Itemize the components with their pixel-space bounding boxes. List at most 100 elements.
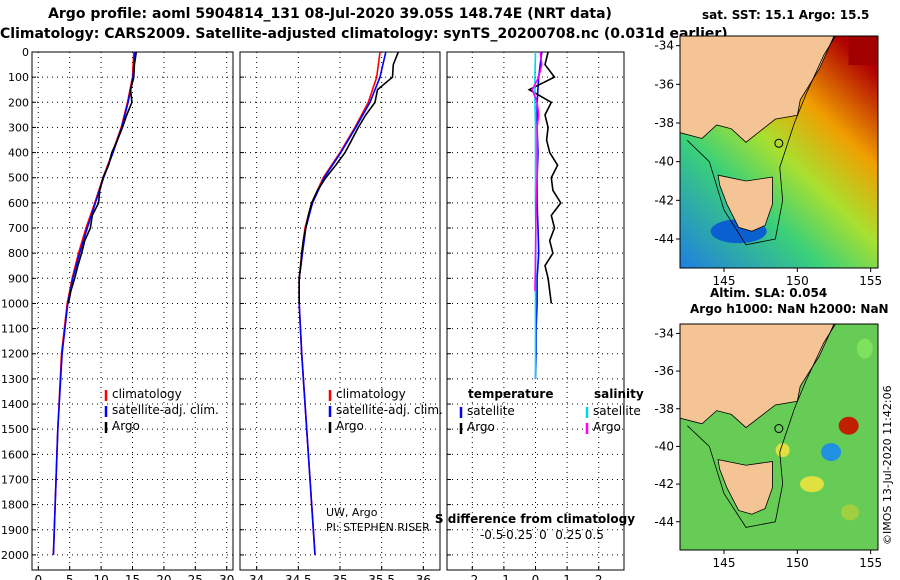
sst-lat-label: -36 — [654, 77, 674, 91]
temperature-xtick-label: 25 — [188, 573, 203, 580]
difference-xtick-label: 0 — [532, 573, 540, 580]
sla-map-title-line1: Altim. SLA: 0.054 — [710, 286, 828, 300]
temperature-legend-label: Argo — [112, 419, 140, 433]
depth-tick-label: 1200 — [1, 348, 29, 361]
sla-lat-label: -40 — [654, 439, 674, 453]
difference-series-temperature-argo — [527, 51, 562, 304]
temperature-xtick-label: 15 — [125, 573, 140, 580]
salinity-xtick-label: 34 — [249, 573, 264, 580]
sla-eddy — [856, 338, 873, 359]
salinity-legend-label: satellite-adj. clim. — [336, 403, 443, 417]
depth-tick-label: 600 — [8, 197, 29, 210]
sst-lon-label: 150 — [786, 274, 809, 288]
depth-tick-label: 700 — [8, 222, 29, 235]
sst-map: -34 -36 -38 -40 -42 -44 145 150 155 — [654, 35, 882, 288]
depth-tick-label: 800 — [8, 247, 29, 260]
diff-sal-legend-label: satellite — [593, 404, 641, 418]
diff-s-tick-label: -0.25 — [502, 528, 533, 542]
salinity-legend-label: climatology — [336, 387, 406, 401]
sst-lon-label: 145 — [713, 274, 736, 288]
mainland-land — [680, 36, 835, 143]
temperature-xtick-label: 30 — [219, 573, 234, 580]
difference-panel: -2-1012T difference from climatologytemp… — [435, 51, 644, 580]
salinity-frame — [239, 51, 441, 571]
sst-lat-label: -40 — [654, 155, 674, 169]
depth-tick-label: 1900 — [1, 524, 29, 537]
sla-map-frame — [679, 323, 879, 551]
shelf-contour — [687, 324, 836, 528]
chart-title-line2: Climatology: CARS2009. Satellite-adjuste… — [0, 26, 728, 42]
sla-lat-label: -42 — [654, 477, 674, 491]
temperature-xtick-label: 10 — [93, 573, 108, 580]
salinity-xtick-label: 35 — [332, 573, 347, 580]
sla-lat-label: -44 — [654, 515, 674, 529]
salinity-series-argo — [298, 51, 400, 304]
depth-tick-label: 100 — [8, 71, 29, 84]
depth-tick-label: 900 — [8, 272, 29, 285]
depth-tick-label: 1100 — [1, 323, 29, 336]
sla-lon-label: 155 — [859, 556, 882, 570]
sla-lat-label: -38 — [654, 402, 674, 416]
depth-tick-label: 1500 — [1, 423, 29, 436]
salinity-annotation: PI: STEPHEN RISER — [326, 521, 430, 534]
sst-lat-label: -44 — [654, 232, 674, 246]
sst-map-frame — [679, 35, 879, 269]
chart-title-line1: Argo profile: aoml 5904814_131 08-Jul-20… — [48, 6, 612, 22]
sla-lon-label: 150 — [786, 556, 809, 570]
depth-tick-label: 1600 — [1, 448, 29, 461]
sla-map-title-line2: Argo h1000: NaN h2000: NaN — [690, 302, 889, 316]
temperature-legend-label: climatology — [112, 387, 182, 401]
diff-s-axis-label: S difference from climatology — [435, 512, 635, 526]
diff-legend-header-salinity: salinity — [594, 387, 644, 401]
sst-map-title: sat. SST: 15.1 Argo: 15.5 — [702, 8, 870, 22]
difference-xtick-label: 1 — [563, 573, 571, 580]
salinity-xtick-label: 36 — [416, 573, 431, 580]
depth-tick-label: 2000 — [1, 549, 29, 562]
diff-temp-legend-label: satellite — [467, 404, 515, 418]
temperature-series-argo — [67, 51, 138, 304]
temperature-xtick-label: 20 — [156, 573, 171, 580]
salinity-annotation: UW, Argo — [326, 506, 378, 519]
depth-tick-label: 500 — [8, 172, 29, 185]
argo-location-marker — [774, 424, 784, 434]
diff-sal-legend-label: Argo — [593, 420, 621, 434]
diff-s-tick-label: -0.5 — [480, 528, 503, 542]
diff-temp-legend-label: Argo — [467, 420, 495, 434]
diff-legend-header-temperature: temperature — [468, 387, 553, 401]
argo-location-marker — [774, 138, 784, 148]
depth-tick-label: 1700 — [1, 473, 29, 486]
sst-lat-label: -34 — [654, 39, 674, 53]
sla-lon-label: 145 — [713, 556, 736, 570]
sst-lat-label: -38 — [654, 116, 674, 130]
sla-lat-label: -34 — [654, 326, 674, 340]
temperature-xtick-label: 5 — [66, 573, 74, 580]
temperature-legend-label: satellite-adj. clim. — [112, 403, 219, 417]
mainland-land — [680, 324, 835, 429]
depth-tick-label: 1000 — [1, 297, 29, 310]
depth-tick-label: 1800 — [1, 499, 29, 512]
sla-lat-label: -36 — [654, 364, 674, 378]
depth-tick-label: 1300 — [1, 373, 29, 386]
sst-lon-label: 155 — [859, 274, 882, 288]
difference-xtick-label: -2 — [466, 573, 478, 580]
sla-eddy — [838, 416, 859, 435]
temperature-panel: 0 5 10 15 20 25 300100200300400500600700800900… — [1, 46, 234, 580]
salinity-legend-label: Argo — [336, 419, 364, 433]
shelf-contour — [687, 36, 836, 246]
sla-eddy — [821, 443, 842, 462]
depth-tick-label: 0 — [22, 46, 29, 59]
salinity-panel: 3434.53535.536salinityclimatologysatelli… — [239, 51, 443, 580]
depth-tick-label: 200 — [8, 96, 29, 109]
depth-tick-label: 1400 — [1, 398, 29, 411]
sla-eddy — [841, 504, 860, 521]
depth-tick-label: 300 — [8, 121, 29, 134]
salinity-xtick-label: 34.5 — [285, 573, 312, 580]
sla-eddy — [775, 443, 790, 458]
tasmania-land — [717, 174, 773, 232]
difference-series-salinity-argo — [531, 51, 543, 291]
sla-map: -34 -36 -38 -40 -42 -44 145 150 155 — [654, 323, 882, 570]
salinity-xtick-label: 35.5 — [368, 573, 395, 580]
sla-eddy — [800, 476, 824, 493]
difference-xtick-label: 2 — [595, 573, 603, 580]
